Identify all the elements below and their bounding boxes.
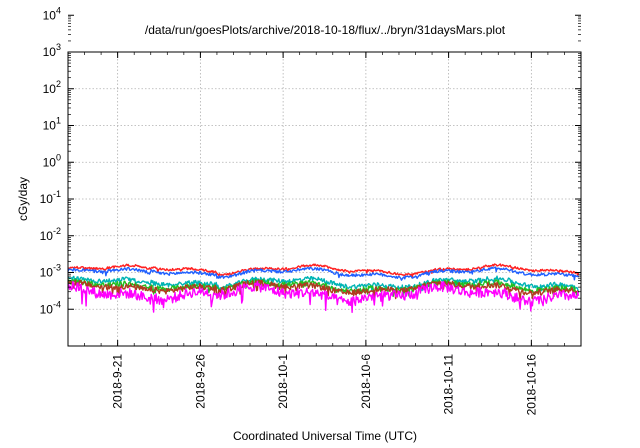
x-tick-label: 2018-10-6 [359, 354, 373, 409]
y-tick-label: 103 [43, 42, 61, 59]
x-tick-label: 2018-10-1 [276, 354, 290, 409]
y-axis: 10-4 10-3 10-2 10-1 100 101 102 103 104 [40, 5, 581, 316]
series-line [67, 275, 580, 294]
y-axis-label: cGy/day [16, 177, 30, 221]
series-line [67, 263, 580, 278]
y-tick-label: 10-4 [40, 299, 61, 316]
x-axis-label: Coordinated Universal Time (UTC) [233, 429, 417, 443]
y-tick-label: 102 [43, 79, 61, 96]
y-tick-label: 10-2 [40, 226, 61, 243]
series-line [67, 279, 580, 300]
x-tick-label: 2018-9-21 [111, 354, 125, 409]
series-line [67, 266, 580, 281]
series-layer [67, 263, 580, 313]
series-line [67, 278, 580, 298]
x-tick-label: 2018-10-16 [524, 354, 538, 416]
y-tick-label: 100 [43, 152, 61, 169]
series-line [67, 280, 580, 313]
y-tick-label: 101 [43, 116, 61, 133]
x-axis: 2018-9-21 2018-9-26 2018-10-1 2018-10-6 2018… [67, 52, 582, 416]
chart-title: /data/run/goesPlots/archive/2018-10-18/f… [145, 23, 506, 37]
grid [68, 52, 581, 346]
x-tick-label: 2018-9-26 [193, 354, 207, 409]
y-tick-label: 10-1 [40, 189, 61, 206]
x-tick-label: 2018-10-11 [442, 354, 456, 415]
y-tick-label: 10-3 [40, 263, 61, 280]
y-tick-label: 104 [43, 5, 61, 22]
